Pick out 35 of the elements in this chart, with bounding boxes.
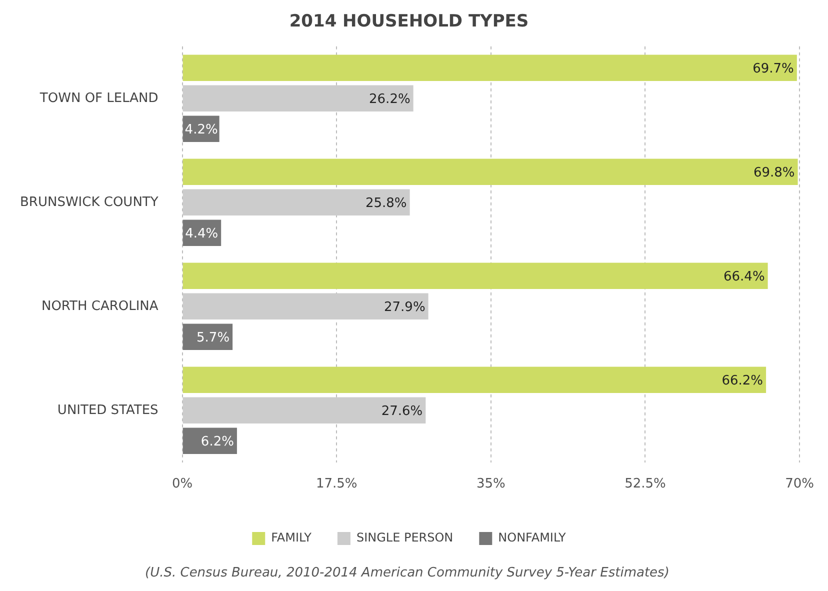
data-label: 4.4% xyxy=(185,226,218,242)
y-tick-label: BRUNSWICK COUNTY xyxy=(20,194,158,210)
text: (U.S. Census Bureau, 2010-2014 American Community Survey 5-Year Estimates) xyxy=(145,565,670,580)
data-label: 69.7% xyxy=(752,61,794,76)
data-label: 26.2% xyxy=(369,92,410,107)
data-label: 66.2% xyxy=(722,373,764,388)
x-tick-label: 17.5% xyxy=(316,476,358,492)
bar xyxy=(182,189,410,216)
bar xyxy=(182,158,798,186)
data-label: 66.4% xyxy=(723,269,765,284)
bar xyxy=(182,366,766,394)
x-tick-label: 0% xyxy=(172,476,193,492)
bar xyxy=(182,324,233,350)
data-label: 4.2% xyxy=(184,122,218,138)
data-label: 25.8% xyxy=(365,196,407,211)
y-tick-label: TOWN OF LELAND xyxy=(38,90,158,106)
chart-title: 2014 HOUSEHOLD TYPES xyxy=(289,12,529,32)
x-tick-label: 70% xyxy=(785,476,814,492)
data-label: 5.7% xyxy=(196,330,230,346)
legend-label: FAMILY xyxy=(271,530,312,545)
data-label: 6.2% xyxy=(200,434,234,450)
y-tick-label: NORTH CAROLINA xyxy=(41,298,158,314)
y-tick-label: UNITED STATES xyxy=(57,402,158,418)
bar xyxy=(182,54,797,82)
legend-label: NONFAMILY xyxy=(498,530,567,545)
bar xyxy=(182,293,428,320)
bar xyxy=(182,397,426,424)
data-label: 69.8% xyxy=(753,165,795,180)
data-label: 27.9% xyxy=(384,300,426,315)
bar xyxy=(182,85,414,112)
bar xyxy=(182,262,768,290)
data-label: 27.6% xyxy=(381,404,423,419)
x-tick-label: 35% xyxy=(476,476,506,492)
legend-label: SINGLE PERSON xyxy=(356,530,454,545)
x-tick-label: 52.5% xyxy=(624,476,666,492)
